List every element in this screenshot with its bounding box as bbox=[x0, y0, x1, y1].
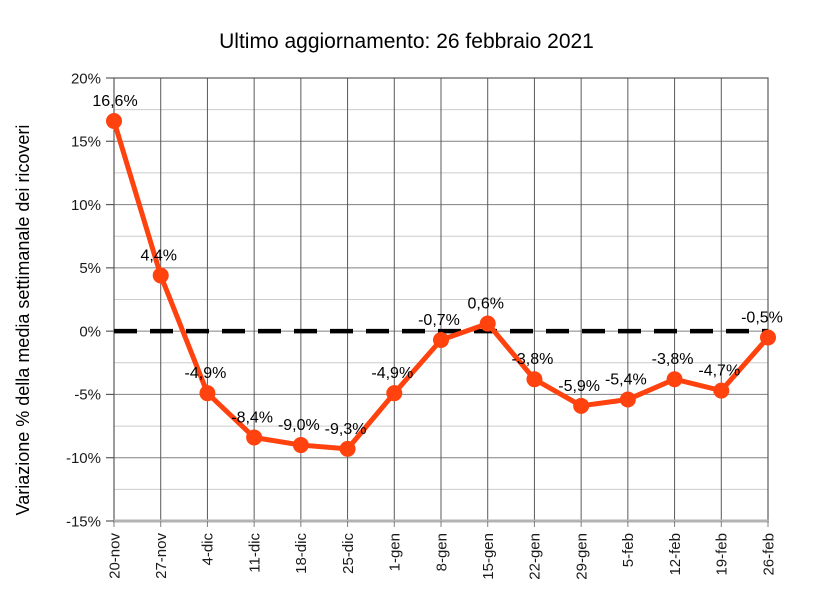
data-point-label: -3,8% bbox=[652, 351, 694, 368]
data-point-marker bbox=[386, 385, 403, 402]
x-tick-label: 1-gen bbox=[387, 533, 404, 571]
data-point-label: 0,6% bbox=[467, 296, 503, 313]
data-point-label: -4,9% bbox=[371, 365, 413, 382]
data-point-label: -3,8% bbox=[512, 351, 554, 368]
x-tick-label: 26-feb bbox=[760, 533, 777, 576]
y-tick-label: -15% bbox=[66, 513, 101, 530]
data-point-label: -4,9% bbox=[185, 365, 227, 382]
data-point-label: 4,4% bbox=[140, 247, 176, 264]
data-point-marker bbox=[292, 437, 309, 454]
y-tick-label: -5% bbox=[74, 387, 101, 404]
y-tick-label: 5% bbox=[79, 260, 101, 277]
data-point-marker bbox=[433, 332, 449, 349]
data-point-marker bbox=[573, 397, 590, 414]
data-point-label: -8,4% bbox=[231, 409, 273, 426]
x-tick-label: 8-gen bbox=[433, 533, 450, 571]
data-point-marker bbox=[526, 371, 543, 388]
data-point-label: -0,7% bbox=[418, 312, 460, 329]
y-tick-label: 0% bbox=[79, 323, 101, 340]
y-tick-label: 20% bbox=[71, 70, 101, 87]
data-point-marker bbox=[619, 391, 636, 408]
data-point-marker bbox=[152, 267, 169, 284]
data-point-marker bbox=[106, 113, 122, 130]
data-point-label: -9,3% bbox=[325, 421, 367, 438]
x-tick-label: 20-nov bbox=[106, 533, 123, 579]
x-tick-label: 27-nov bbox=[153, 533, 170, 579]
data-point-label: -5,4% bbox=[605, 371, 647, 388]
data-point-marker bbox=[666, 371, 683, 388]
data-point-marker bbox=[760, 329, 776, 346]
data-point-label: -5,9% bbox=[558, 378, 600, 395]
y-tick-label: 15% bbox=[71, 134, 101, 151]
data-point-marker bbox=[339, 440, 356, 457]
data-point-marker bbox=[479, 315, 496, 332]
x-tick-label: 22-gen bbox=[527, 533, 544, 580]
x-tick-label: 19-feb bbox=[714, 533, 731, 576]
x-tick-label: 29-gen bbox=[573, 533, 590, 580]
data-point-label: -4,7% bbox=[698, 363, 740, 380]
x-tick-label: 4-dic bbox=[200, 533, 217, 566]
data-point-label: -9,0% bbox=[278, 417, 320, 434]
x-tick-label: 5-feb bbox=[620, 533, 637, 567]
x-tick-label: 25-dic bbox=[340, 533, 357, 574]
x-tick-label: 15-gen bbox=[480, 533, 497, 580]
data-point-label: -0,5% bbox=[741, 309, 783, 326]
x-tick-label: 18-dic bbox=[293, 533, 310, 574]
x-tick-label: 12-feb bbox=[667, 533, 684, 576]
x-tick-label: 11-dic bbox=[246, 533, 263, 573]
y-tick-label: 10% bbox=[71, 197, 101, 214]
chart-title: Ultimo aggiornamento: 26 febbraio 2021 bbox=[219, 30, 594, 53]
data-point-marker bbox=[199, 385, 216, 402]
data-point-label: 16,6% bbox=[92, 93, 137, 110]
y-tick-label: -10% bbox=[66, 450, 101, 467]
data-point-marker bbox=[246, 429, 263, 446]
data-point-marker bbox=[713, 382, 730, 399]
